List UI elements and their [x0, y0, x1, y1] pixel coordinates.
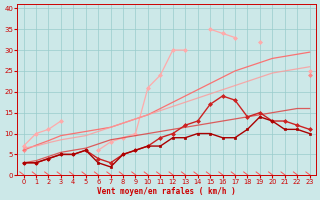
- X-axis label: Vent moyen/en rafales ( km/h ): Vent moyen/en rafales ( km/h ): [97, 187, 236, 196]
